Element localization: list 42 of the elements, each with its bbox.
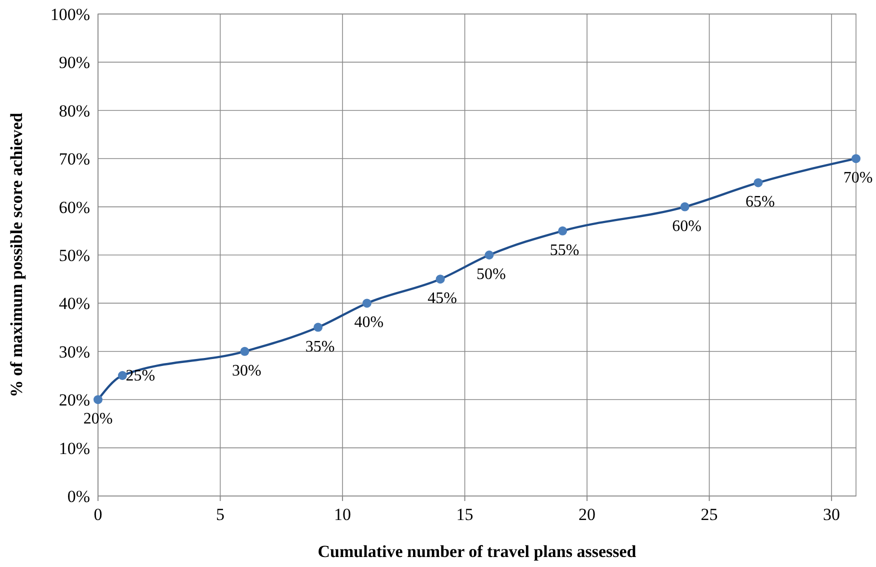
data-label: 20% bbox=[83, 410, 113, 428]
data-label: 60% bbox=[672, 218, 702, 235]
y-tick-label: 90% bbox=[58, 53, 90, 72]
x-tick-label: 20 bbox=[578, 505, 596, 524]
data-label: 35% bbox=[305, 338, 335, 356]
point bbox=[558, 226, 568, 236]
point bbox=[314, 322, 323, 332]
x-tick-label: 15 bbox=[456, 505, 474, 524]
point bbox=[118, 371, 127, 380]
data-label: 40% bbox=[354, 314, 384, 332]
point bbox=[362, 298, 372, 308]
x-tick-label: 25 bbox=[700, 505, 718, 524]
x-tick-label: 30 bbox=[823, 505, 840, 524]
y-tick-label: 70% bbox=[58, 150, 90, 169]
y-tick-label: 0% bbox=[67, 487, 90, 506]
x-axis-title: Cumulative number of travel plans assessed bbox=[318, 542, 637, 561]
point bbox=[240, 346, 250, 356]
y-tick-label: 10% bbox=[58, 438, 90, 458]
y-tick-label: 50% bbox=[58, 246, 90, 265]
point bbox=[436, 274, 445, 284]
data-label: 45% bbox=[428, 290, 457, 308]
y-axis-title: % of maximum possible score achieved bbox=[7, 112, 26, 398]
point bbox=[484, 250, 494, 260]
point bbox=[754, 178, 763, 188]
y-tick-label: 60% bbox=[58, 198, 90, 217]
y-tick-label: 80% bbox=[58, 101, 90, 120]
point bbox=[852, 154, 860, 164]
y-tick-label: 100% bbox=[50, 5, 90, 24]
y-tick-label: 30% bbox=[58, 342, 90, 362]
data-label: 25% bbox=[126, 368, 156, 384]
point bbox=[680, 202, 690, 212]
y-tick-label: 40% bbox=[58, 294, 90, 314]
x-tick-label: 0 bbox=[94, 505, 102, 524]
data-label: 55% bbox=[550, 242, 580, 259]
x-tick-label: 5 bbox=[216, 505, 225, 524]
point bbox=[94, 395, 102, 404]
data-label: 50% bbox=[476, 266, 506, 283]
data-label: 30% bbox=[232, 362, 262, 380]
y-tick-label: 20% bbox=[58, 390, 90, 410]
data-label: 65% bbox=[746, 194, 775, 211]
data-label: 70% bbox=[843, 170, 873, 187]
x-tick-label: 10 bbox=[334, 505, 352, 524]
